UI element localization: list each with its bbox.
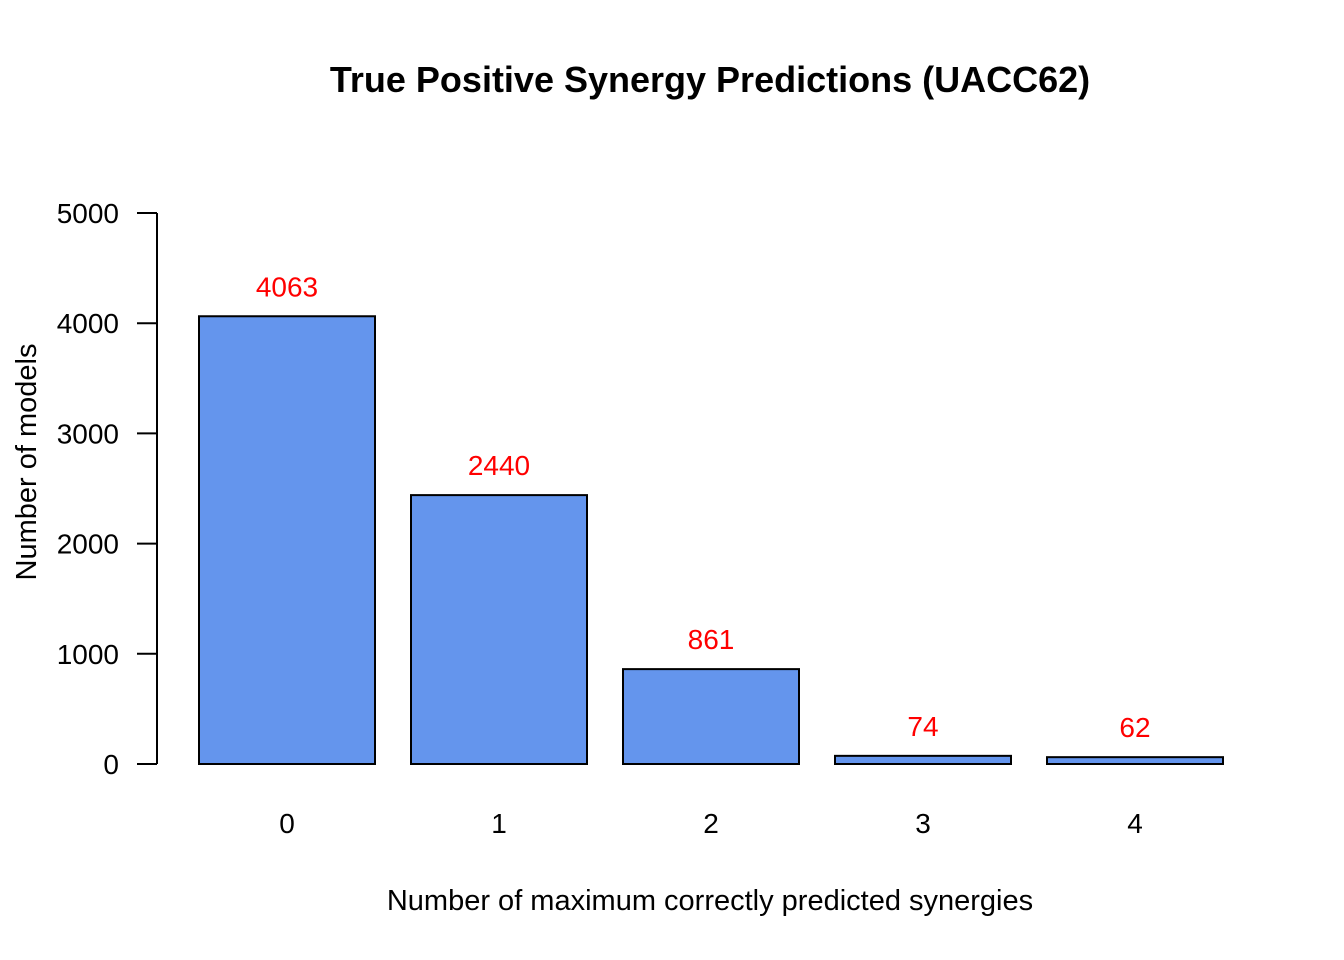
x-tick-labels: 0 1 2 3 4 [279, 808, 1143, 839]
x-axis-label: Number of maximum correctly predicted sy… [387, 885, 1033, 917]
x-tick-label-3: 3 [915, 808, 931, 839]
y-tick-label: 5000 [57, 198, 119, 229]
y-tick-label: 4000 [57, 308, 119, 339]
bar-3 [834, 754, 1012, 766]
y-tick-label: 0 [103, 749, 119, 780]
bar-2 [622, 668, 800, 765]
x-tick-label-2: 2 [703, 808, 719, 839]
y-tick-label: 3000 [57, 418, 119, 449]
data-label-4: 62 [1119, 712, 1150, 743]
data-label-1: 2440 [468, 450, 530, 481]
x-tick-label-1: 1 [491, 808, 507, 839]
bar-4 [1046, 756, 1224, 766]
bar-1 [410, 494, 588, 765]
data-label-0: 4063 [256, 271, 318, 302]
y-tick-label: 1000 [57, 639, 119, 670]
data-labels: 4063 2440 861 74 62 [256, 271, 1151, 743]
chart-title: True Positive Synergy Predictions (UACC6… [330, 59, 1090, 100]
bar-0 [198, 315, 376, 765]
y-axis-label: Number of models [11, 344, 43, 581]
y-axis: 0 1000 2000 3000 4000 5000 [57, 198, 158, 780]
data-label-3: 74 [907, 711, 938, 742]
y-tick-label: 2000 [57, 529, 119, 560]
x-tick-label-4: 4 [1127, 808, 1143, 839]
bars [198, 315, 1224, 766]
x-tick-label-0: 0 [279, 808, 295, 839]
data-label-2: 861 [688, 624, 735, 655]
